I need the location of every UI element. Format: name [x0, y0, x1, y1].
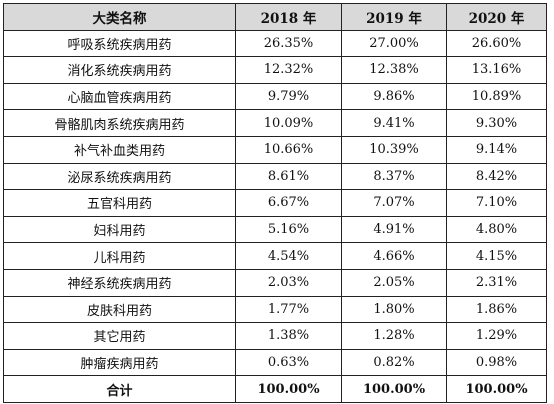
header-year-2019: 2019 年 [341, 3, 447, 31]
total-value-2020: 100.00% [446, 375, 547, 403]
value-cell-2019: 0.82% [341, 348, 447, 377]
value-cell-2018: 4.54% [235, 242, 342, 270]
value-cell-2019: 2.05% [341, 268, 447, 297]
value-cell-2018: 1.77% [235, 295, 342, 324]
value-cell-2019: 9.86% [341, 82, 447, 111]
value-cell-2019: 12.38% [341, 56, 447, 84]
value-cell-2020: 26.60% [446, 29, 547, 58]
table-row: 五官科用药 6.67% 7.07% 7.10% [3, 189, 547, 217]
table-row: 肿瘤疾病用药 0.63% 0.82% 0.98% [3, 348, 547, 377]
total-row: 合计 100.00% 100.00% 100.00% [3, 375, 547, 403]
category-cell: 消化系统疾病用药 [3, 56, 236, 84]
value-cell-2020: 4.80% [446, 215, 547, 244]
header-category: 大类名称 [3, 3, 236, 31]
value-cell-2019: 1.80% [341, 295, 447, 324]
value-cell-2018: 6.67% [235, 189, 342, 217]
table-row: 妇科用药 5.16% 4.91% 4.80% [3, 215, 547, 244]
table-row: 泌尿系统疾病用药 8.61% 8.37% 8.42% [3, 162, 547, 191]
value-cell-2020: 9.30% [446, 109, 547, 137]
value-cell-2018: 26.35% [235, 29, 342, 58]
value-cell-2018: 1.38% [235, 322, 342, 350]
category-cell: 肿瘤疾病用药 [3, 348, 236, 377]
value-cell-2020: 1.86% [446, 295, 547, 324]
category-cell: 泌尿系统疾病用药 [3, 162, 236, 191]
table-row: 呼吸系统疾病用药 26.35% 27.00% 26.60% [3, 29, 547, 58]
value-cell-2020: 8.42% [446, 162, 547, 191]
value-cell-2020: 13.16% [446, 56, 547, 84]
value-cell-2019: 4.91% [341, 215, 447, 244]
category-cell: 皮肤科用药 [3, 295, 236, 324]
value-cell-2020: 1.29% [446, 322, 547, 350]
value-cell-2019: 4.66% [341, 242, 447, 270]
table-row: 神经系统疾病用药 2.03% 2.05% 2.31% [3, 268, 547, 297]
value-cell-2019: 27.00% [341, 29, 447, 58]
table-row: 皮肤科用药 1.77% 1.80% 1.86% [3, 295, 547, 324]
drug-category-share-table: 大类名称 2018 年 2019 年 2020 年 呼吸系统疾病用药 26.35… [3, 3, 547, 403]
value-cell-2019: 7.07% [341, 189, 447, 217]
value-cell-2019: 9.41% [341, 109, 447, 137]
table-row: 心脑血管疾病用药 9.79% 9.86% 10.89% [3, 82, 547, 111]
total-label: 合计 [3, 375, 236, 403]
total-value-2018: 100.00% [235, 375, 342, 403]
table-row: 儿科用药 4.54% 4.66% 4.15% [3, 242, 547, 270]
value-cell-2020: 0.98% [446, 348, 547, 377]
value-cell-2018: 9.79% [235, 82, 342, 111]
value-cell-2018: 10.09% [235, 109, 342, 137]
value-cell-2018: 8.61% [235, 162, 342, 191]
table-row: 消化系统疾病用药 12.32% 12.38% 13.16% [3, 56, 547, 84]
value-cell-2018: 2.03% [235, 268, 342, 297]
table-row: 其它用药 1.38% 1.28% 1.29% [3, 322, 547, 350]
value-cell-2020: 7.10% [446, 189, 547, 217]
value-cell-2019: 10.39% [341, 135, 447, 164]
category-cell: 呼吸系统疾病用药 [3, 29, 236, 58]
category-cell: 神经系统疾病用药 [3, 268, 236, 297]
header-row: 大类名称 2018 年 2019 年 2020 年 [3, 3, 547, 31]
category-cell: 补气补血类用药 [3, 135, 236, 164]
table-row: 骨骼肌肉系统疾病用药 10.09% 9.41% 9.30% [3, 109, 547, 137]
value-cell-2020: 2.31% [446, 268, 547, 297]
value-cell-2019: 1.28% [341, 322, 447, 350]
value-cell-2020: 4.15% [446, 242, 547, 270]
value-cell-2018: 0.63% [235, 348, 342, 377]
total-value-2019: 100.00% [341, 375, 447, 403]
table-row: 补气补血类用药 10.66% 10.39% 9.14% [3, 135, 547, 164]
value-cell-2020: 10.89% [446, 82, 547, 111]
value-cell-2018: 5.16% [235, 215, 342, 244]
category-cell: 其它用药 [3, 322, 236, 350]
header-year-2020: 2020 年 [446, 3, 547, 31]
value-cell-2018: 12.32% [235, 56, 342, 84]
category-cell: 骨骼肌肉系统疾病用药 [3, 109, 236, 137]
category-cell: 妇科用药 [3, 215, 236, 244]
category-cell: 儿科用药 [3, 242, 236, 270]
value-cell-2018: 10.66% [235, 135, 342, 164]
category-cell: 五官科用药 [3, 189, 236, 217]
category-cell: 心脑血管疾病用药 [3, 82, 236, 111]
value-cell-2019: 8.37% [341, 162, 447, 191]
value-cell-2020: 9.14% [446, 135, 547, 164]
header-year-2018: 2018 年 [235, 3, 342, 31]
